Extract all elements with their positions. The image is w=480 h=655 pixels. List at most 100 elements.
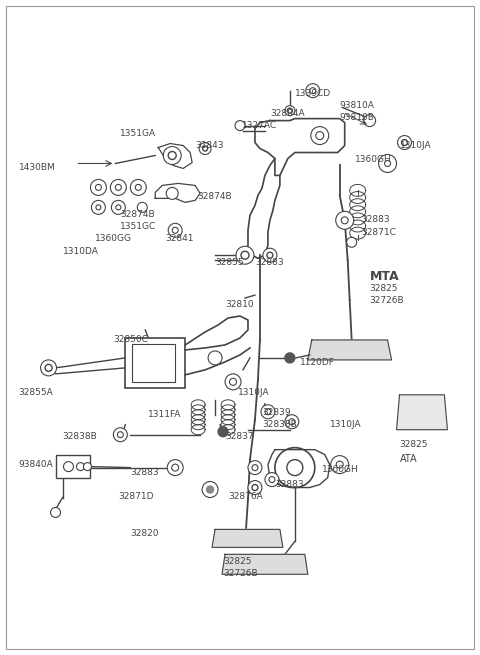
Text: 32825: 32825	[399, 440, 428, 449]
Text: 1351GA: 1351GA	[120, 128, 156, 138]
Text: 1311FA: 1311FA	[148, 410, 181, 419]
Circle shape	[137, 202, 147, 212]
Circle shape	[287, 460, 303, 476]
Circle shape	[236, 246, 254, 264]
Circle shape	[336, 212, 354, 229]
Text: 32837: 32837	[225, 432, 253, 441]
Circle shape	[168, 223, 182, 237]
Text: 32883: 32883	[130, 468, 159, 477]
Circle shape	[203, 146, 207, 151]
Text: 32825: 32825	[223, 557, 252, 567]
Circle shape	[166, 187, 178, 199]
Text: 32838B: 32838B	[62, 432, 97, 441]
Circle shape	[225, 374, 241, 390]
Text: 1339CD: 1339CD	[295, 88, 331, 98]
Text: 93810A: 93810A	[340, 101, 374, 109]
Text: 1120DF: 1120DF	[300, 358, 335, 367]
Text: 32855: 32855	[215, 258, 244, 267]
Circle shape	[96, 185, 101, 191]
Circle shape	[288, 108, 292, 113]
Circle shape	[347, 237, 357, 247]
Circle shape	[336, 461, 343, 468]
Circle shape	[275, 447, 315, 487]
Circle shape	[252, 485, 258, 491]
Circle shape	[91, 200, 106, 214]
Text: 32804A: 32804A	[270, 109, 304, 118]
Circle shape	[248, 460, 262, 475]
Bar	[125, 338, 185, 388]
Text: 32810: 32810	[225, 300, 253, 309]
Text: 32876A: 32876A	[228, 491, 263, 500]
Text: 93810B: 93810B	[340, 113, 374, 122]
Polygon shape	[212, 529, 283, 548]
Circle shape	[316, 132, 324, 140]
Circle shape	[172, 464, 179, 471]
Text: 1310JA: 1310JA	[330, 420, 361, 429]
Text: 32839: 32839	[262, 408, 290, 417]
Bar	[56, 455, 90, 477]
Text: 1360GH: 1360GH	[355, 155, 391, 164]
Circle shape	[285, 353, 295, 363]
Circle shape	[267, 252, 273, 258]
Bar	[132, 344, 175, 382]
Circle shape	[110, 179, 126, 195]
Circle shape	[202, 481, 218, 498]
Text: 32825: 32825	[370, 284, 398, 293]
Text: 32883: 32883	[275, 479, 303, 489]
Circle shape	[130, 179, 146, 195]
Circle shape	[241, 252, 249, 259]
Circle shape	[311, 126, 329, 145]
Circle shape	[384, 160, 391, 166]
Text: 32874B: 32874B	[197, 193, 232, 201]
Text: 32726B: 32726B	[223, 569, 258, 578]
Text: ATA: ATA	[399, 454, 417, 464]
Circle shape	[206, 486, 214, 493]
Circle shape	[111, 200, 125, 214]
Circle shape	[208, 351, 222, 365]
Circle shape	[331, 456, 348, 474]
Circle shape	[269, 477, 275, 483]
Circle shape	[117, 432, 123, 438]
Circle shape	[364, 115, 376, 126]
Circle shape	[207, 487, 213, 493]
Circle shape	[235, 121, 245, 130]
Circle shape	[50, 508, 60, 517]
Circle shape	[167, 460, 183, 476]
Polygon shape	[308, 340, 392, 360]
Text: 1310DA: 1310DA	[62, 247, 98, 256]
Circle shape	[397, 136, 411, 149]
Circle shape	[163, 147, 181, 164]
Circle shape	[45, 364, 52, 371]
Text: 32838B: 32838B	[262, 420, 297, 429]
Circle shape	[379, 155, 396, 172]
Circle shape	[113, 428, 127, 441]
Circle shape	[265, 472, 279, 487]
Circle shape	[218, 426, 228, 437]
Circle shape	[310, 88, 316, 94]
Text: 1310JA: 1310JA	[399, 141, 431, 149]
Circle shape	[306, 84, 320, 98]
Text: MTA: MTA	[370, 270, 399, 283]
Circle shape	[90, 179, 107, 195]
Text: 32883: 32883	[361, 215, 390, 224]
Text: 1327AC: 1327AC	[242, 121, 277, 130]
Circle shape	[289, 419, 295, 424]
Text: 32871D: 32871D	[119, 491, 154, 500]
Circle shape	[199, 143, 211, 155]
Circle shape	[285, 105, 295, 116]
Text: 1430BM: 1430BM	[19, 164, 55, 172]
Circle shape	[341, 217, 348, 224]
Text: 32855A: 32855A	[19, 388, 53, 397]
Circle shape	[261, 405, 275, 419]
Text: 32841: 32841	[165, 234, 194, 243]
Circle shape	[263, 248, 277, 262]
Circle shape	[265, 409, 271, 415]
Circle shape	[76, 462, 84, 470]
Text: 32843: 32843	[195, 141, 224, 149]
Circle shape	[248, 481, 262, 495]
Text: 32726B: 32726B	[370, 296, 404, 305]
Text: 1310JA: 1310JA	[238, 388, 270, 397]
Text: 32883: 32883	[255, 258, 284, 267]
Polygon shape	[396, 395, 447, 430]
Polygon shape	[222, 554, 308, 574]
